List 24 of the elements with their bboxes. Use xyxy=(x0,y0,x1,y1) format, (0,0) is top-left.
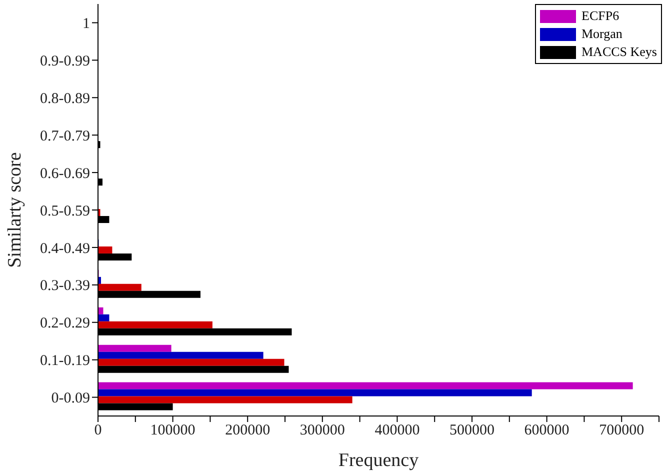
x-tick-label: 500000 xyxy=(450,422,494,439)
legend-label: ECFP6 xyxy=(582,8,620,24)
x-tick-label: 400000 xyxy=(374,422,420,439)
y-tick-label: 0.2-0.29 xyxy=(40,316,90,332)
x-tick-label: 200000 xyxy=(225,422,270,439)
y-axis-title: Similarty score xyxy=(4,152,26,268)
y-tick-label: 0-0.09 xyxy=(51,390,90,407)
x-tick-label: 700000 xyxy=(599,422,644,439)
x-tick-label: 0 xyxy=(94,422,102,439)
y-tick-label: 0.4-0.49 xyxy=(40,240,90,257)
x-tick-label: 600000 xyxy=(524,422,570,439)
y-tick-label: 1 xyxy=(82,16,90,32)
legend-label: Morgan xyxy=(582,26,622,42)
x-tick-label: 100000 xyxy=(150,422,196,439)
y-tick-label: 0.6-0.69 xyxy=(40,166,90,182)
y-tick-label: 0.7-0.79 xyxy=(40,128,90,144)
y-tick-label: 0.5-0.59 xyxy=(40,203,90,220)
x-tick-label: 300000 xyxy=(300,422,345,439)
y-tick-label: 0.3-0.39 xyxy=(40,278,90,294)
x-axis-title: Frequency xyxy=(338,450,420,471)
y-tick-label: 0.8-0.89 xyxy=(40,90,90,107)
y-tick-label: 0.9-0.99 xyxy=(40,54,90,70)
y-tick-label: 0.1-0.19 xyxy=(40,353,90,370)
legend-label: MACCS Keys xyxy=(582,44,657,60)
